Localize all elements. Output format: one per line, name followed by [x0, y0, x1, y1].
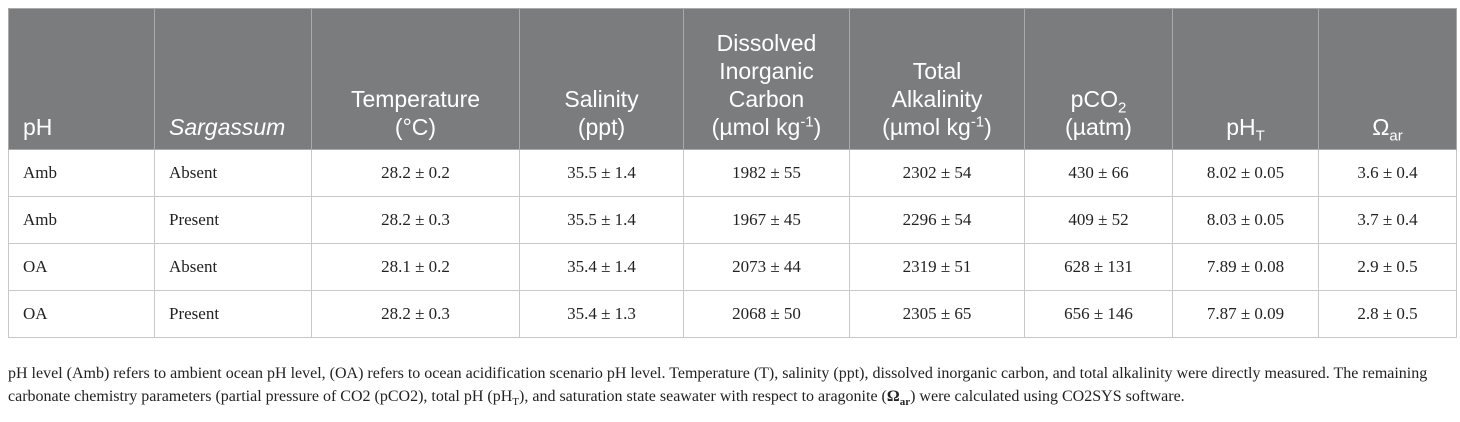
cell-sargassum: Present: [154, 196, 312, 244]
cell-omega-ar: 3.7 ± 0.4: [1318, 196, 1457, 244]
cell-pco2: 430 ± 66: [1024, 149, 1173, 197]
cell-sargassum: Present: [154, 290, 312, 338]
cell-dic: 1967 ± 45: [683, 196, 850, 244]
cell-omega-ar: 2.8 ± 0.5: [1318, 290, 1457, 338]
header-pht: pHT: [1172, 8, 1319, 150]
cell-pht: 8.03 ± 0.05: [1172, 196, 1319, 244]
table-footnote: pH level (Amb) refers to ambient ocean p…: [8, 365, 1428, 409]
header-omega-ar: Ωar: [1318, 8, 1457, 150]
cell-dic: 2068 ± 50: [683, 290, 850, 338]
cell-salinity: 35.4 ± 1.4: [519, 243, 684, 291]
data-table-container: pH Sargassum Temperature (°C) Salinity (pp…: [8, 8, 1457, 338]
cell-pco2: 409 ± 52: [1024, 196, 1173, 244]
table-row: OA Present 28.2 ± 0.3 35.4 ± 1.3 2068 ± …: [8, 290, 1457, 338]
cell-ph: Amb: [8, 149, 155, 197]
cell-alkalinity: 2305 ± 65: [849, 290, 1025, 338]
cell-sargassum: Absent: [154, 243, 312, 291]
header-total-alkalinity: Total Alkalinity (µmol kg-1): [849, 8, 1025, 150]
header-salinity: Salinity (ppt): [519, 8, 684, 150]
table-row: Amb Present 28.2 ± 0.3 35.5 ± 1.4 1967 ±…: [8, 196, 1457, 244]
cell-sargassum: Absent: [154, 149, 312, 197]
cell-pht: 7.87 ± 0.09: [1172, 290, 1319, 338]
cell-temperature: 28.2 ± 0.2: [311, 149, 520, 197]
cell-pht: 8.02 ± 0.05: [1172, 149, 1319, 197]
cell-salinity: 35.4 ± 1.3: [519, 290, 684, 338]
cell-ph: OA: [8, 290, 155, 338]
cell-temperature: 28.1 ± 0.2: [311, 243, 520, 291]
cell-alkalinity: 2302 ± 54: [849, 149, 1025, 197]
header-dissolved-inorganic-carbon: Dissolved Inorganic Carbon (µmol kg-1): [683, 8, 850, 150]
cell-dic: 2073 ± 44: [683, 243, 850, 291]
cell-omega-ar: 3.6 ± 0.4: [1318, 149, 1457, 197]
carbonate-chemistry-table: pH Sargassum Temperature (°C) Salinity (pp…: [8, 8, 1457, 338]
cell-pht: 7.89 ± 0.08: [1172, 243, 1319, 291]
header-pco2: pCO2 (µatm): [1024, 8, 1173, 150]
cell-pco2: 656 ± 146: [1024, 290, 1173, 338]
cell-omega-ar: 2.9 ± 0.5: [1318, 243, 1457, 291]
table-header-row: pH Sargassum Temperature (°C) Salinity (pp…: [8, 8, 1457, 150]
header-temperature: Temperature (°C): [311, 8, 520, 150]
header-sargassum: Sargassum: [154, 8, 312, 150]
cell-temperature: 28.2 ± 0.3: [311, 196, 520, 244]
table-row: Amb Absent 28.2 ± 0.2 35.5 ± 1.4 1982 ± …: [8, 149, 1457, 197]
cell-salinity: 35.5 ± 1.4: [519, 196, 684, 244]
cell-temperature: 28.2 ± 0.3: [311, 290, 520, 338]
cell-salinity: 35.5 ± 1.4: [519, 149, 684, 197]
cell-alkalinity: 2296 ± 54: [849, 196, 1025, 244]
header-ph: pH: [8, 8, 155, 150]
cell-ph: Amb: [8, 196, 155, 244]
cell-ph: OA: [8, 243, 155, 291]
table-row: OA Absent 28.1 ± 0.2 35.4 ± 1.4 2073 ± 4…: [8, 243, 1457, 291]
cell-alkalinity: 2319 ± 51: [849, 243, 1025, 291]
cell-pco2: 628 ± 131: [1024, 243, 1173, 291]
cell-dic: 1982 ± 55: [683, 149, 850, 197]
